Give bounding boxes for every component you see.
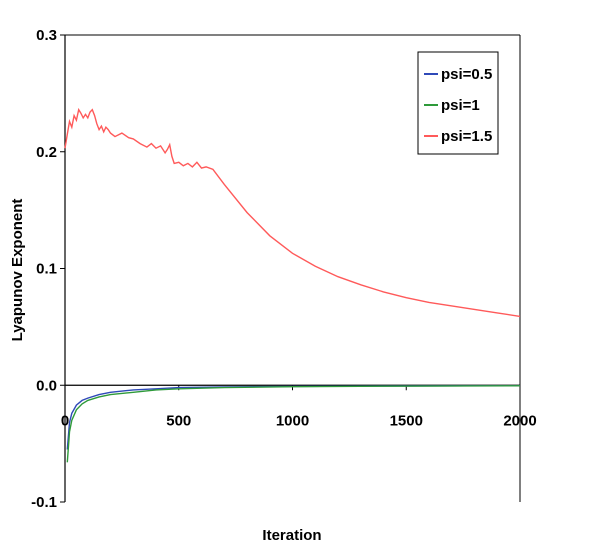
legend: psi=0.5 psi=1 psi=1.5 xyxy=(417,51,499,155)
y-tick-label: 0.3 xyxy=(36,27,57,44)
x-tick-label: 2000 xyxy=(503,412,536,429)
x-tick-label: 0 xyxy=(61,412,69,429)
x-tick-label: 1500 xyxy=(390,412,423,429)
series-line-psi-1-5 xyxy=(64,107,521,318)
legend-label: psi=0.5 xyxy=(441,66,492,83)
x-tick-label: 1000 xyxy=(276,412,309,429)
y-axis-ticks: 0.3 0.2 0.1 0.0 -0.1 xyxy=(31,27,65,511)
y-tick-label: -0.1 xyxy=(31,494,57,511)
x-tick-label: 500 xyxy=(166,412,191,429)
y-axis-title: Lyapunov Exponent xyxy=(9,199,26,342)
x-axis-ticks: 0 500 1000 1500 2000 xyxy=(61,385,537,429)
y-tick-label: 0.1 xyxy=(36,261,57,278)
x-axis-title: Iteration xyxy=(262,527,321,544)
legend-label: psi=1.5 xyxy=(441,128,492,145)
series-line-psi-1 xyxy=(66,385,521,463)
legend-label: psi=1 xyxy=(441,97,480,114)
y-tick-label: 0.2 xyxy=(36,144,57,161)
y-tick-label: 0.0 xyxy=(36,377,57,394)
series-layer xyxy=(64,107,521,463)
